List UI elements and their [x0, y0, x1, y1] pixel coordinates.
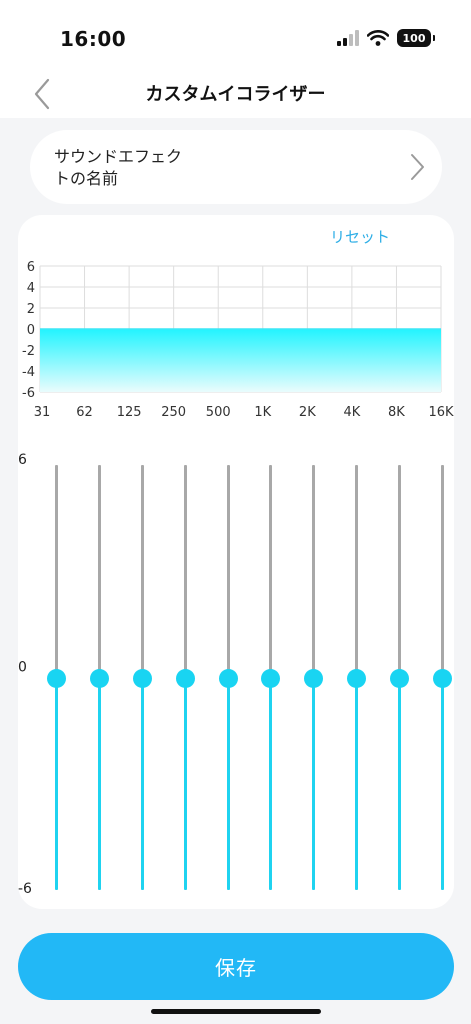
- sound-effect-name-line1: サウンドエフェク: [54, 147, 183, 166]
- save-button[interactable]: 保存: [18, 933, 454, 1000]
- slider-track-lower: [140, 677, 144, 890]
- slider-track-upper: [312, 465, 316, 678]
- slider-thumb[interactable]: [89, 668, 109, 688]
- slider-thumb[interactable]: [175, 668, 195, 688]
- slider-thumb[interactable]: [433, 668, 452, 688]
- slider-thumb[interactable]: [347, 668, 367, 688]
- eq-slider-2K[interactable]: [301, 465, 325, 890]
- slider-thumb[interactable]: [218, 668, 238, 688]
- back-arrow-icon[interactable]: [28, 74, 60, 114]
- sound-effect-name-label: サウンドエフェク トの名前: [54, 146, 224, 190]
- slider-track-lower: [269, 677, 273, 890]
- nav-bar: カスタムイコライザー: [0, 70, 471, 118]
- slider-track-upper: [398, 465, 402, 678]
- slider-track-upper: [183, 465, 187, 678]
- slider-thumb[interactable]: [132, 668, 152, 688]
- slider-track-upper: [140, 465, 144, 678]
- slider-track-lower: [183, 677, 187, 890]
- slider-track-upper: [441, 465, 444, 678]
- slider-track-lower: [312, 677, 316, 890]
- eq-slider-1K[interactable]: [258, 465, 282, 890]
- page-title: カスタムイコライザー: [145, 84, 326, 105]
- slider-track-upper: [355, 465, 359, 678]
- chevron-right-icon: [411, 154, 424, 180]
- slider-track-lower: [355, 677, 359, 890]
- eq-slider-62[interactable]: [87, 465, 111, 890]
- battery-level: 100: [402, 31, 426, 45]
- reset-button[interactable]: リセット: [330, 228, 391, 246]
- cellular-signal-icon: [337, 30, 359, 46]
- slider-thumb[interactable]: [261, 668, 281, 688]
- slider-thumb[interactable]: [47, 668, 66, 688]
- slider-track-lower: [55, 677, 58, 890]
- eq-slider-8K[interactable]: [387, 465, 411, 890]
- status-time: 16:00: [60, 27, 127, 51]
- slider-track-upper: [55, 465, 58, 678]
- wifi-icon: [367, 30, 389, 46]
- eq-slider-31[interactable]: [44, 465, 68, 890]
- slider-thumb[interactable]: [390, 668, 410, 688]
- slider-track-upper: [226, 465, 230, 678]
- home-indicator: [151, 1009, 321, 1014]
- slider-track-lower: [398, 677, 402, 890]
- status-bar: 16:00 100: [0, 0, 471, 70]
- slider-track-lower: [97, 677, 101, 890]
- slider-thumb[interactable]: [304, 668, 324, 688]
- eq-slider-500[interactable]: [216, 465, 240, 890]
- slider-track-lower: [441, 677, 444, 890]
- eq-slider-4K[interactable]: [344, 465, 368, 890]
- eq-slider-125[interactable]: [130, 465, 154, 890]
- eq-slider-250[interactable]: [173, 465, 197, 890]
- sound-effect-name-line2: トの名前: [54, 169, 119, 188]
- slider-track-lower: [226, 677, 230, 890]
- eq-slider-16K[interactable]: [430, 465, 454, 890]
- slider-track-upper: [97, 465, 101, 678]
- battery-icon: 100: [397, 29, 435, 47]
- status-icons: 100: [337, 27, 435, 49]
- slider-track-upper: [269, 465, 273, 678]
- sound-effect-name-field[interactable]: サウンドエフェク トの名前: [30, 130, 442, 204]
